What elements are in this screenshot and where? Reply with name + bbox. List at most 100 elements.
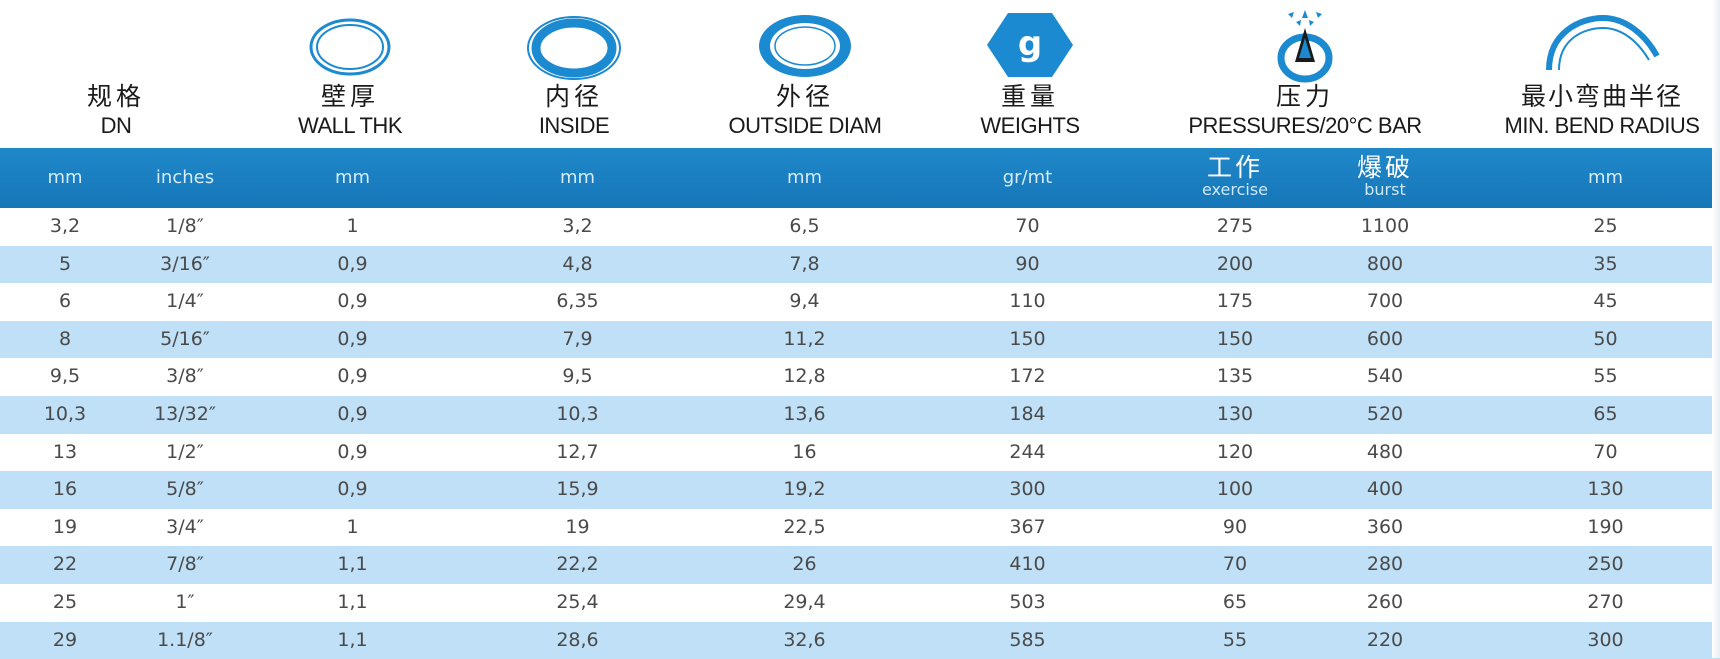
cell-outside: 7,8 <box>789 252 820 275</box>
cell-outside: 32,6 <box>783 628 826 651</box>
header-dn: 规格 DN <box>0 0 232 148</box>
cell-weight: 184 <box>1009 402 1046 425</box>
cell-wall: 0,9 <box>337 440 368 463</box>
table-row: 9,5 3/8″ 0,9 9,5 12,8 172 135 540 55 <box>0 358 1720 396</box>
cell-dn-mm: 10,3 <box>43 402 87 425</box>
cell-work-pressure: 135 <box>1216 365 1254 388</box>
cell-dn-mm: 25 <box>52 590 78 613</box>
cell-burst-pressure: 280 <box>1366 553 1404 576</box>
cell-burst-pressure: 520 <box>1366 402 1404 425</box>
cell-dn-inches: 5/8″ <box>166 478 204 501</box>
cell-inside: 22,2 <box>556 553 599 576</box>
cell-burst-pressure: 600 <box>1366 327 1404 350</box>
bend-curve-icon <box>1546 14 1660 71</box>
cell-wall: 0,9 <box>337 365 368 388</box>
table-row: 19 3/4″ 1 19 22,5 367 90 360 190 <box>0 509 1720 547</box>
cell-outside: 11,2 <box>783 327 826 350</box>
cell-weight: 300 <box>1009 478 1046 501</box>
cell-outside: 22,5 <box>783 515 826 538</box>
cell-weight: 410 <box>1009 553 1046 576</box>
weight-icon-glyph: g <box>1018 24 1042 64</box>
cell-outside: 6,5 <box>789 215 820 237</box>
cell-work-pressure: 150 <box>1216 327 1254 350</box>
thin-ring-icon <box>309 18 391 76</box>
weight-hexagon-icon: g <box>987 13 1073 77</box>
cell-bend-radius: 190 <box>1587 515 1624 538</box>
table-row: 25 1″ 1,1 25,4 29,4 503 65 260 270 <box>0 584 1720 622</box>
cell-weight: 110 <box>1009 290 1046 313</box>
unit-inside-mm: mm <box>559 167 596 188</box>
cell-bend-radius: 50 <box>1593 327 1618 350</box>
cell-wall: 1,1 <box>337 553 368 576</box>
outer-diameter-ring-icon <box>759 15 851 77</box>
cell-wall: 0,9 <box>337 478 368 501</box>
cell-inside: 7,9 <box>562 327 593 350</box>
cell-inside: 9,5 <box>562 365 593 388</box>
cell-bend-radius: 70 <box>1593 440 1618 463</box>
cell-bend-radius: 270 <box>1587 590 1624 613</box>
cell-weight: 503 <box>1009 590 1046 613</box>
header-bend-radius: 最小弯曲半径 MIN. BEND RADIUS <box>1490 0 1714 148</box>
cell-outside: 12,8 <box>783 365 826 388</box>
cell-bend-radius: 130 <box>1587 478 1624 501</box>
header-outside-cn: 外径 <box>775 82 834 111</box>
cell-burst-pressure: 400 <box>1366 478 1404 501</box>
inner-diameter-ring-icon <box>527 16 621 80</box>
cell-burst-pressure: 260 <box>1366 590 1404 613</box>
units-band: mm inches mm mm mm gr/mt 工作 exercise 爆破 … <box>0 148 1720 208</box>
header-weights-en: WEIGHTS <box>980 113 1080 138</box>
table-row: 6 1/4″ 0,9 6,35 9,4 110 175 700 45 <box>0 283 1720 321</box>
cell-bend-radius: 55 <box>1593 365 1618 388</box>
header-inside-en: INSIDE <box>538 113 610 138</box>
cell-bend-radius: 35 <box>1593 252 1618 275</box>
header-inside: 内径 INSIDE <box>474 0 674 148</box>
unit-work-cn: 工作 <box>1206 153 1263 182</box>
cell-dn-inches: 5/16″ <box>160 327 210 350</box>
unit-wall-mm: mm <box>334 167 371 188</box>
header-dn-cn: 规格 <box>86 82 145 111</box>
cell-inside: 12,7 <box>556 440 599 463</box>
cell-bend-radius: 65 <box>1593 402 1618 425</box>
cell-dn-inches: 3/8″ <box>166 365 204 388</box>
cell-work-pressure: 200 <box>1216 252 1254 275</box>
cell-dn-mm: 16 <box>52 478 78 501</box>
cell-work-pressure: 175 <box>1216 290 1254 313</box>
unit-burst-cn: 爆破 <box>1356 153 1413 182</box>
cell-inside: 10,3 <box>556 402 599 425</box>
unit-dn-inches: inches <box>155 167 215 188</box>
pressure-burst-icon <box>1277 10 1333 83</box>
cell-work-pressure: 90 <box>1222 515 1248 538</box>
cell-burst-pressure: 700 <box>1366 290 1404 313</box>
cell-dn-mm: 9,5 <box>49 365 81 388</box>
cell-dn-mm: 29 <box>52 628 78 651</box>
table-row: 8 5/16″ 0,9 7,9 11,2 150 150 600 50 <box>0 320 1720 359</box>
unit-work-en: exercise <box>1201 180 1269 199</box>
table-row: 13 1/2″ 0,9 12,7 16 244 120 480 70 <box>0 434 1720 472</box>
header-outside: 外径 OUTSIDE DIAM <box>680 0 930 148</box>
cell-outside: 9,4 <box>789 290 820 313</box>
cell-burst-pressure: 480 <box>1366 440 1404 463</box>
cell-bend-radius: 300 <box>1587 628 1624 651</box>
cell-dn-mm: 6 <box>58 290 72 313</box>
cell-burst-pressure: 220 <box>1366 628 1404 651</box>
header-pressures-cn: 压力 <box>1275 82 1334 111</box>
header-wall-cn: 壁厚 <box>320 82 379 111</box>
cell-dn-inches: 1/4″ <box>166 290 204 313</box>
header-weights-cn: 重量 <box>1000 82 1059 111</box>
table-row: 29 1.1/8″ 1,1 28,6 32,6 585 55 220 300 <box>0 621 1720 659</box>
cell-dn-inches: 1.1/8″ <box>157 628 213 651</box>
cell-wall: 1,1 <box>337 628 368 651</box>
cell-dn-mm: 8 <box>58 327 72 350</box>
cell-dn-inches: 1/8″ <box>166 215 204 237</box>
cell-inside: 15,9 <box>556 478 599 501</box>
header-outside-en: OUTSIDE DIAM <box>728 113 882 138</box>
cell-weight: 172 <box>1009 365 1046 388</box>
cell-dn-mm: 13 <box>52 440 78 463</box>
unit-burst-en: burst <box>1364 180 1406 199</box>
cell-dn-inches: 1/2″ <box>166 440 204 463</box>
cell-dn-inches: 13/32″ <box>154 402 216 425</box>
cell-work-pressure: 70 <box>1222 553 1248 576</box>
cell-bend-radius: 45 <box>1593 290 1618 313</box>
cell-inside: 6,35 <box>556 290 599 313</box>
cell-wall: 1 <box>346 215 359 237</box>
